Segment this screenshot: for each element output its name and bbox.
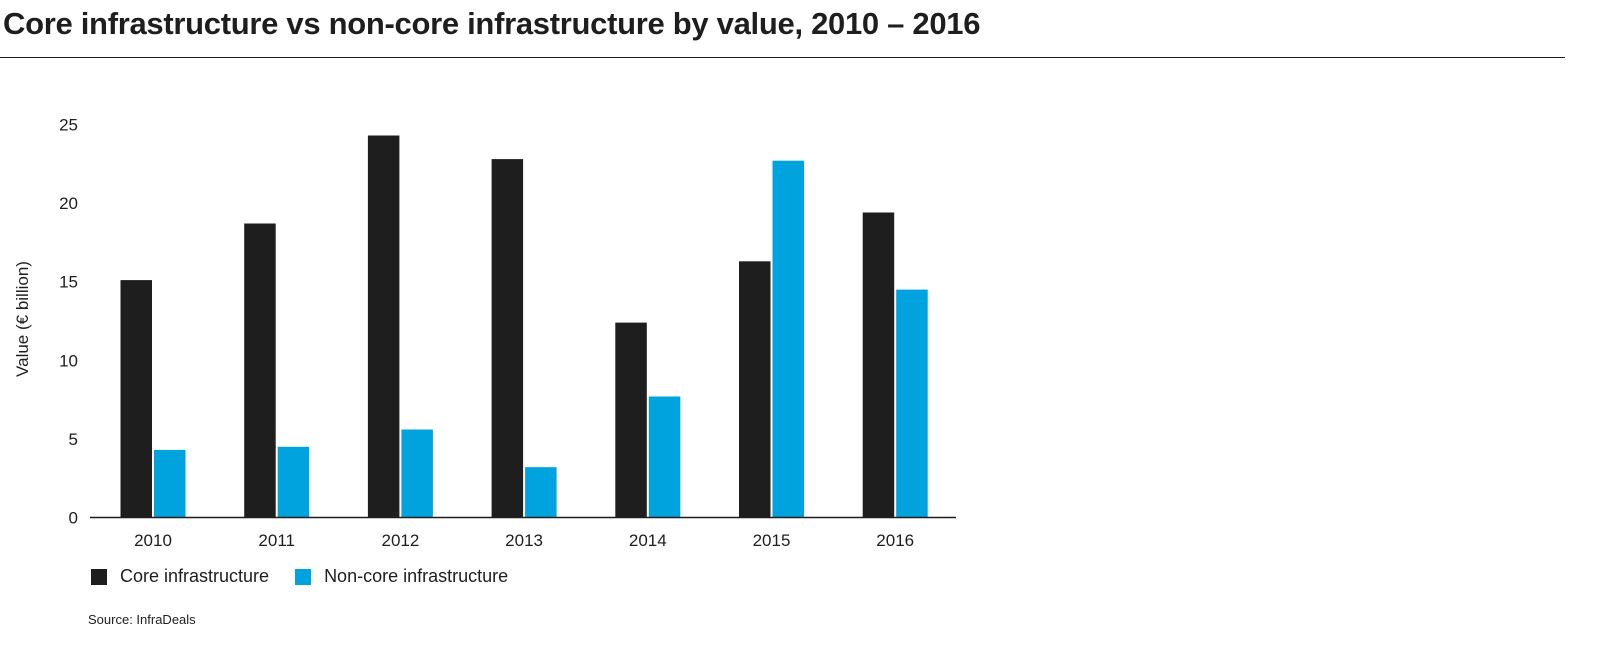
chart-title: Core infrastructure vs non-core infrastr… (3, 6, 981, 41)
source-note: Source: InfraDeals (88, 612, 196, 627)
legend-swatch-core (91, 568, 107, 585)
x-tick-label: 2015 (753, 531, 791, 550)
x-tick-label: 2010 (134, 531, 172, 550)
bar-noncore-2010 (154, 449, 186, 518)
bar-core-2014 (615, 322, 647, 518)
y-tick-label: 15 (59, 273, 78, 292)
bar-core-2010 (120, 280, 152, 518)
legend-swatch-noncore (295, 568, 312, 585)
y-axis: 0 5 10 15 20 25 Value (€ billion) (13, 116, 78, 528)
legend-item-noncore: Non-core infrastructure (295, 566, 508, 587)
bar-noncore-2014 (648, 396, 681, 518)
title-divider (0, 57, 1565, 58)
bar-core-2011 (244, 223, 276, 518)
bar-core-2013 (491, 159, 524, 518)
bar-noncore-2012 (401, 429, 433, 518)
bar-noncore-2013 (525, 467, 557, 518)
y-tick-label: 0 (69, 509, 78, 528)
legend-label-noncore: Non-core infrastructure (324, 566, 509, 586)
legend-item-core: Core infrastructure (91, 566, 269, 587)
bar-core-2016 (862, 212, 895, 518)
bars (120, 135, 928, 518)
x-tick-label: 2012 (381, 531, 419, 550)
bar-noncore-2011 (277, 446, 310, 518)
x-tick-label: 2011 (258, 531, 295, 550)
bar-noncore-2016 (896, 289, 928, 518)
y-tick-label: 5 (69, 430, 78, 449)
x-tick-label: 2014 (629, 531, 667, 550)
bar-noncore-2015 (772, 160, 804, 518)
y-tick-label: 10 (59, 351, 78, 370)
bar-core-2012 (367, 135, 400, 518)
bar-core-2015 (739, 261, 771, 518)
y-tick-label: 25 (59, 116, 78, 135)
legend-label-core: Core infrastructure (120, 566, 270, 586)
y-tick-label: 20 (59, 194, 78, 213)
y-axis-label: Value (€ billion) (13, 261, 32, 377)
x-axis: 2010 2011 2012 2013 2014 2015 2016 (90, 516, 956, 550)
x-tick-label: 2016 (876, 531, 914, 550)
x-tick-label: 2013 (505, 531, 543, 550)
legend: Core infrastructure Non-core infrastruct… (91, 566, 534, 587)
